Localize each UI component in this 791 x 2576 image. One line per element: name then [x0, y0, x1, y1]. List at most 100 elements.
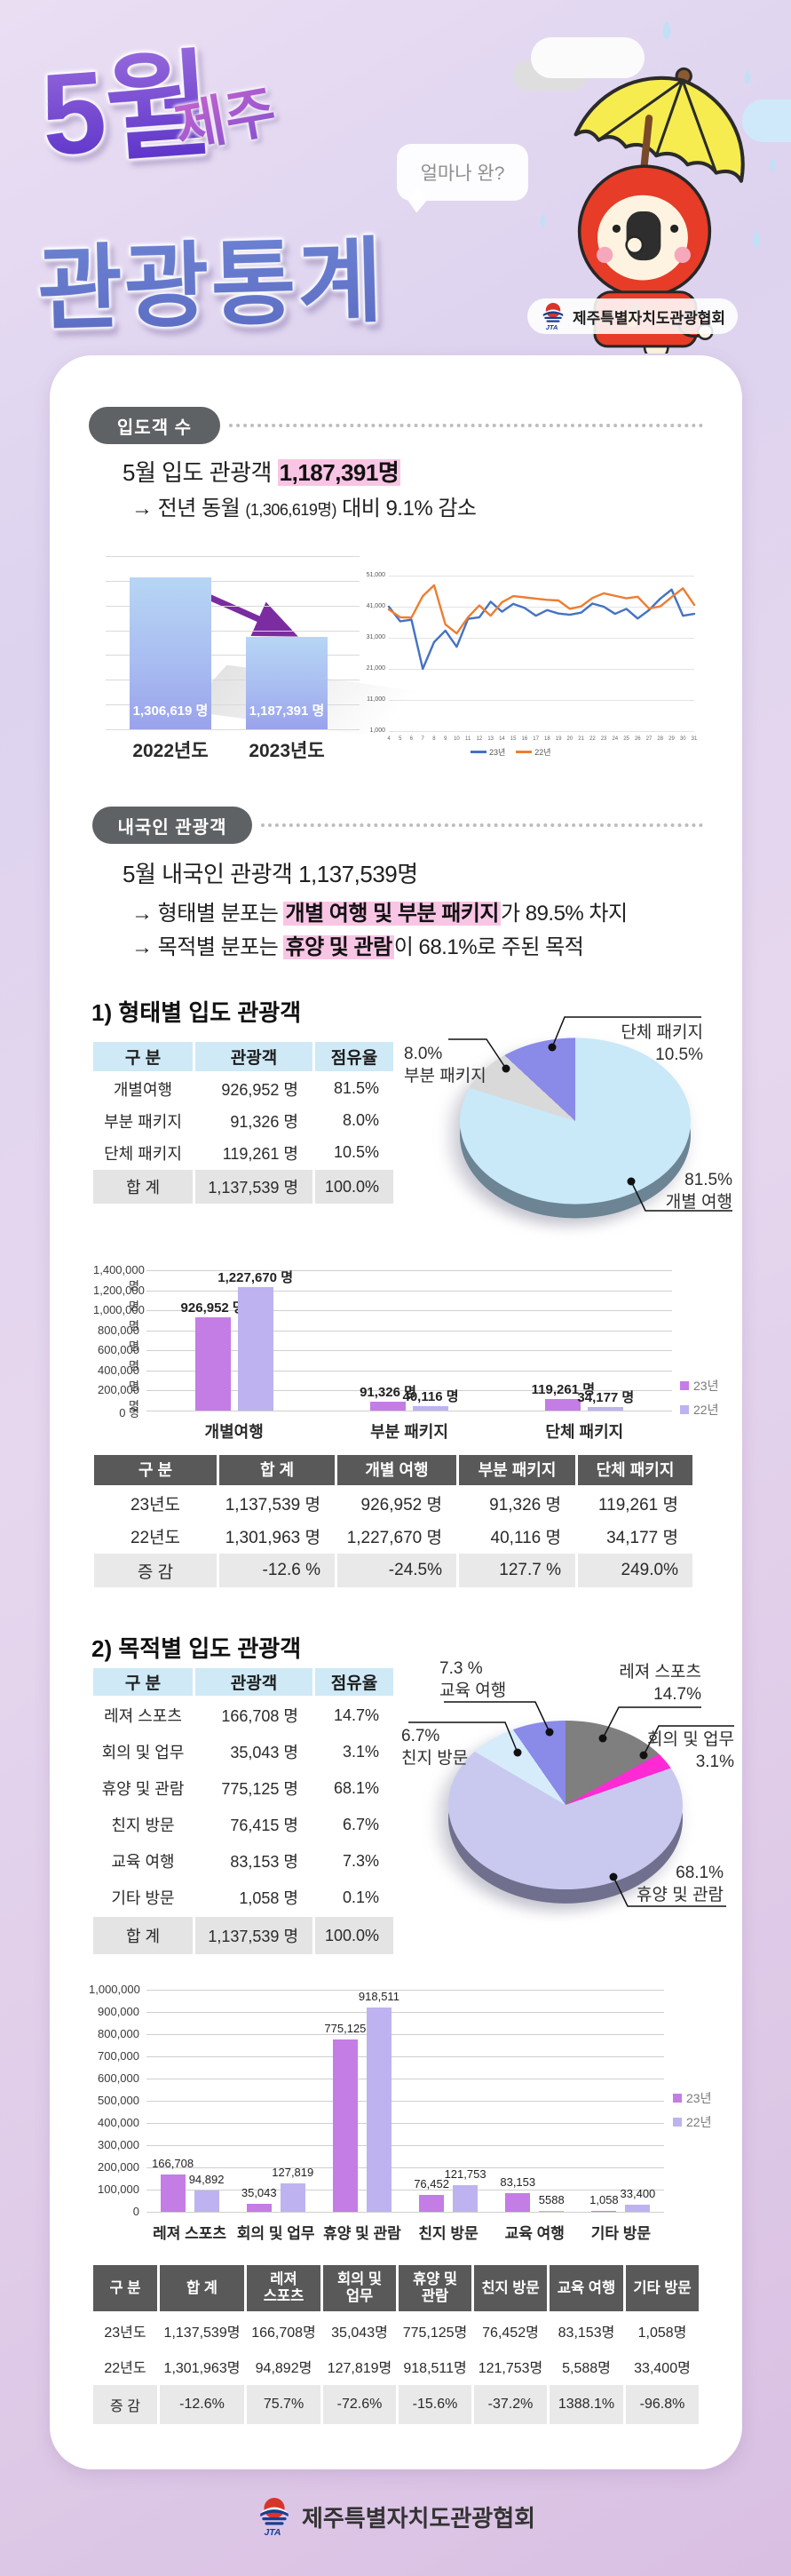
table-cell: 68.1%: [333, 1778, 379, 1797]
divider: [229, 424, 703, 427]
bar-value-label: 40,116 명: [402, 1389, 459, 1405]
table-header-cell: 회의 및 업무: [323, 2265, 396, 2311]
y-tick-label: 800,000 명: [98, 1323, 139, 1353]
table-cell: 83,153명: [558, 2325, 615, 2341]
x-tick-label: 11: [465, 736, 471, 742]
arrivals-prev-year: (1,306,619명): [245, 501, 336, 519]
divider: [261, 823, 703, 827]
y-tick-label: 1,000,000 명: [93, 1303, 145, 1333]
table-cell: 5,588명: [562, 2360, 611, 2376]
table-header-cell: 구 분: [93, 2265, 157, 2311]
org-name: 제주특별자치도관광협회: [573, 309, 726, 327]
table-cell: 휴양 및 관람: [101, 1780, 185, 1798]
table-cell: 166,708명: [251, 2325, 316, 2341]
pie-label-relatives: 6.7% 친지 방문: [401, 1727, 469, 1769]
cloud-white: [531, 37, 645, 78]
umbrella-icon: [573, 67, 745, 183]
table-cell: 합 계: [93, 1170, 193, 1204]
bar-value-label: 91,326 명: [360, 1384, 416, 1400]
arrivals-line2-suffix: 대비 9.1% 감소: [336, 497, 477, 521]
table-cell: 81.5%: [333, 1079, 379, 1097]
speech-bubble-text: 얼마나 완?: [420, 163, 505, 184]
arrivals-line2-prefix: → 전년 동월: [131, 497, 246, 521]
table-cell: 교육 여행: [111, 1853, 175, 1871]
y-tick-label: 100,000: [98, 2182, 139, 2196]
table-cell: -12.6 %: [219, 1554, 335, 1587]
table-cell: 83,153 명: [230, 1853, 298, 1871]
y-tick-label: 900,000: [98, 2005, 139, 2018]
table-cell: 6.7%: [342, 1815, 379, 1833]
grid-line: [146, 2012, 664, 2013]
table-cell: -24.5%: [337, 1554, 456, 1587]
y-tick-label: 1,200,000 명: [93, 1283, 145, 1313]
table-cell: 1,301,963명: [163, 2360, 241, 2376]
table-cell: 91,326 명: [230, 1112, 298, 1131]
table-cell: 166,708 명: [221, 1707, 298, 1725]
y-tick-label: 31,000: [366, 634, 385, 640]
y-tick-label: 0 명: [119, 1406, 139, 1419]
table-cell: 35,043명: [331, 2325, 388, 2341]
pie-label-business: 회의 및 업무 3.1%: [647, 1730, 734, 1772]
section-badge-domestic: 내국인 관광객: [92, 807, 252, 844]
x-tick-label: 17: [533, 736, 539, 742]
table-cell: 증 감: [94, 1554, 217, 1587]
jta-logo: JTA: [260, 2498, 289, 2538]
grid-line: [106, 704, 360, 706]
bar: [539, 2210, 565, 2212]
table-cell: 1,227,670 명: [346, 1528, 442, 1547]
table-cell: 91,326 명: [489, 1495, 561, 1515]
grid-line: [389, 638, 694, 639]
bar: [194, 2190, 219, 2212]
bar: [280, 2183, 305, 2212]
table-cell: -37.2%: [474, 2385, 547, 2424]
y-tick-label: 1,000,000: [89, 1983, 140, 1996]
x-tick-label: 31: [691, 736, 698, 742]
table-cell: 23년도: [130, 1495, 181, 1515]
x-tick-label: 24: [612, 736, 619, 742]
raindrop-icon: [540, 213, 546, 228]
table-cell: 775,125 명: [221, 1780, 298, 1798]
table-cell: 119,261 명: [597, 1495, 678, 1515]
table-cell: 23년도: [104, 2325, 146, 2341]
domestic-line2-highlight: 개별 여행 및 부분 패키지: [283, 902, 501, 926]
x-tick-label: 29: [668, 736, 675, 742]
x-tick-label: 14: [499, 736, 505, 742]
y-tick-label: 700,000: [98, 2049, 139, 2063]
table-cell: 8.0%: [342, 1111, 379, 1129]
table-header-cell: 레져 스포츠: [247, 2265, 320, 2311]
table-cell: 레져 스포츠: [104, 1707, 182, 1725]
heading-by-purpose: 2) 목적별 입도 관광객: [91, 1635, 302, 1662]
bar: [366, 2008, 392, 2212]
grid-line: [146, 2123, 664, 2124]
grid-line: [389, 669, 694, 670]
arrivals-line1: 5월 입도 관광객 1,187,391명: [123, 455, 401, 488]
table-cell: 단체 패키지: [104, 1144, 182, 1163]
table-cell: 증 감: [93, 2385, 157, 2424]
yearly-bar-chart: 1,306,619 명 2022년도 1,187,391 명 2023년도: [93, 545, 419, 762]
bar-value-label: 775,125: [324, 2022, 367, 2036]
table-header-cell: 점유율: [315, 1042, 393, 1071]
bar: [591, 2211, 617, 2212]
bar-value-label: 35,043: [241, 2186, 277, 2200]
daily-line-chart: 51,000 41,000 31,000 21,000 11,000 1,000 4 5 6 7 8…: [367, 561, 710, 764]
grid-line: [146, 2034, 664, 2035]
grid-line: [146, 1290, 672, 1292]
grid-line: [106, 580, 360, 582]
legend-item: 23년: [471, 746, 505, 758]
table-cell: 119,261 명: [222, 1144, 298, 1163]
x-tick-label: 21: [578, 736, 584, 742]
pie-label-rest: 68.1% 휴양 및 관람: [637, 1864, 724, 1905]
bar-chart-by-purpose: 1,000,000 900,000 800,000 700,000 600,000 500…: [89, 1976, 724, 2247]
x-tick-label: 25: [623, 736, 629, 742]
table-cell: 33,400명: [634, 2360, 691, 2376]
y-tick-label: 0: [132, 2205, 139, 2218]
footer-org-name: 제주특별자치도관광협회: [301, 2504, 536, 2532]
pie-label-leisure: 레져 스포츠 14.7%: [619, 1663, 701, 1705]
grid-line: [146, 1270, 672, 1271]
arrivals-line1-prefix: 5월 입도 관광객: [123, 459, 278, 486]
x-tick-label: 15: [510, 736, 517, 742]
category-label: 2022년도: [132, 741, 209, 761]
table-header-cell: 구 분: [94, 1455, 217, 1485]
raindrop-icon: [744, 69, 751, 85]
table-header-cell: 친지 방문: [474, 2265, 547, 2311]
